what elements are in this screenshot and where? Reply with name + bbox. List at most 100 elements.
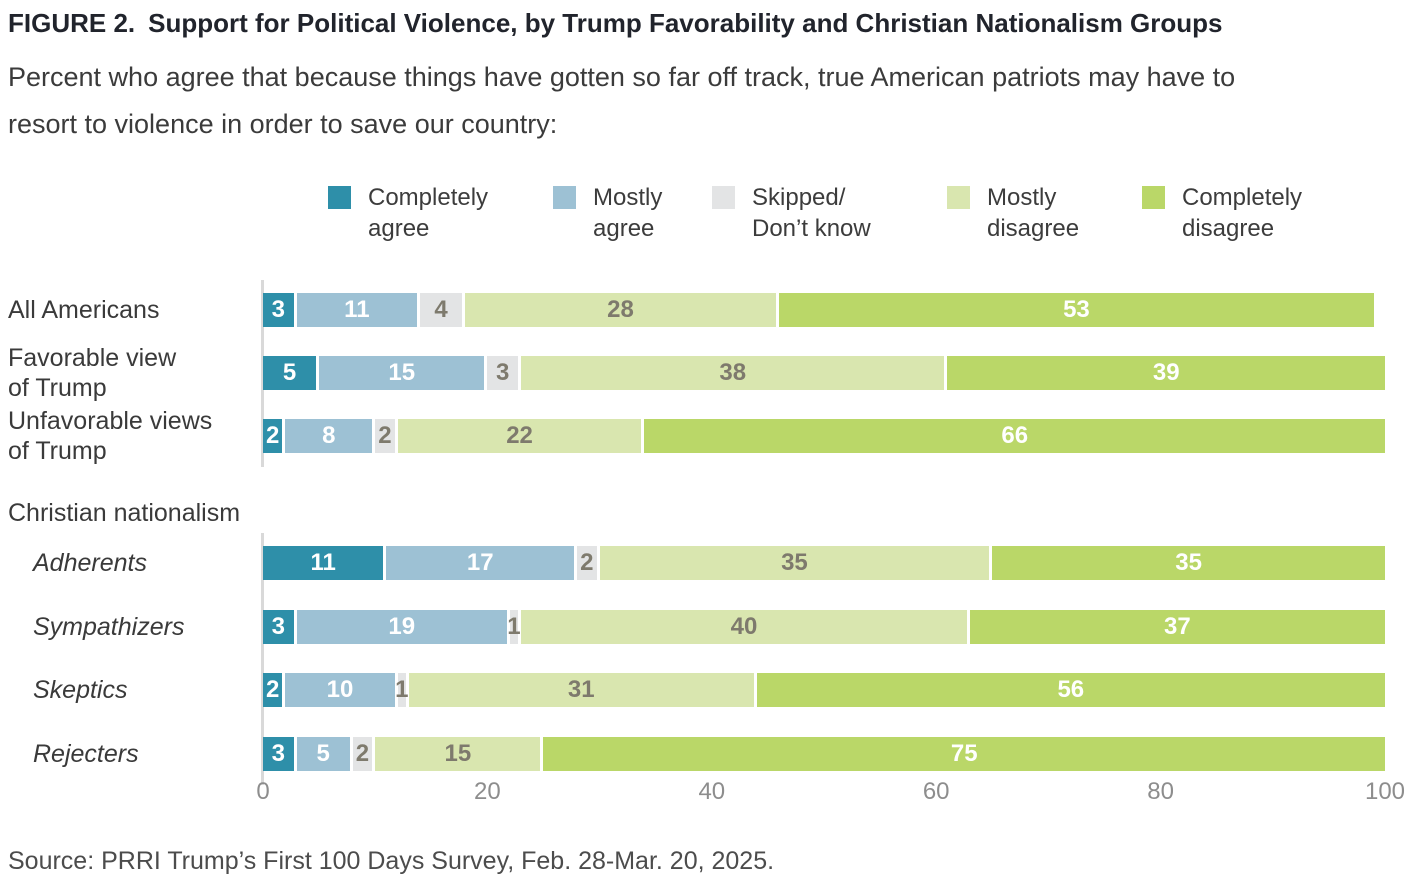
bar-segment: 40 [521, 610, 970, 644]
bar-segment: 8 [285, 419, 376, 453]
bar-segment: 17 [386, 546, 578, 580]
bar-value-label: 19 [388, 613, 416, 640]
legend-item: Mostly agree [553, 184, 662, 244]
bar-segment: 2 [352, 737, 376, 771]
x-axis-tick-label: 80 [1147, 778, 1174, 805]
stacked-bar: 11 17 2 35 35 [263, 546, 1385, 580]
bar-segment: 75 [543, 737, 1385, 771]
bar-value-label: 22 [506, 422, 533, 449]
bar-value-label: 2 [266, 422, 280, 449]
bar-segment: 3 [263, 737, 297, 771]
bar-value-label: 1 [507, 613, 521, 640]
figure-subtitle: Percent who agree that because things ha… [8, 54, 1408, 148]
bar-segment: 4 [420, 293, 465, 327]
stacked-bar: 3 11 4 28 53 [263, 293, 1374, 327]
figure-title: FIGURE 2. Support for Political Violence,… [8, 8, 1223, 39]
x-axis-tick-label: 0 [256, 778, 270, 805]
legend-swatch [712, 186, 735, 209]
legend-item: Skipped/Don’t know [712, 184, 871, 244]
row-label: All Americans [8, 296, 160, 324]
figure-subtitle-line1: Percent who agree that because things ha… [8, 62, 1236, 92]
y-axis-line-top-group [261, 280, 264, 467]
bar-segment: 35 [599, 546, 993, 580]
bar-value-label: 39 [1152, 359, 1180, 386]
row-label: Rejecters [33, 740, 139, 768]
section-header-christian-nationalism: Christian nationalism [8, 499, 241, 527]
bar-segment: 37 [969, 610, 1385, 644]
bar-segment: 15 [319, 356, 488, 390]
bar-segment: 66 [644, 419, 1385, 453]
bar-value-label: 15 [388, 359, 416, 386]
bar-value-label: 1 [395, 676, 409, 703]
legend-label: Skipped/Don’t know [752, 184, 871, 242]
bar-value-label: 66 [1001, 422, 1029, 449]
legend-swatch [328, 186, 351, 209]
bar-value-label: 15 [444, 740, 472, 767]
bar-value-label: 75 [950, 740, 978, 767]
legend-label: Completely disagree [1182, 184, 1303, 242]
bar-value-label: 11 [310, 549, 336, 576]
source-note: Source: PRRI Trump’s First 100 Days Surv… [8, 847, 775, 875]
bar-segment: 2 [263, 419, 286, 453]
bar-segment: 15 [375, 737, 544, 771]
bar-segment: 35 [992, 546, 1385, 580]
bar-value-label: 2 [580, 549, 594, 576]
bar-value-label: 35 [1175, 549, 1202, 576]
bar-segment: 5 [263, 356, 320, 390]
bar-value-label: 56 [1057, 676, 1085, 703]
bar-segment: 1 [395, 673, 409, 707]
figure-number: FIGURE 2. [8, 8, 136, 38]
bar-segment: 11 [296, 293, 421, 327]
bar-segment: 10 [285, 673, 398, 707]
bar-value-label: 2 [378, 422, 392, 449]
bar-value-label: 3 [496, 359, 510, 386]
legend-label: Mostly disagree [987, 184, 1080, 242]
x-axis-tick-label: 100 [1364, 778, 1406, 805]
bar-value-label: 40 [730, 613, 758, 640]
x-axis-tick-label: 20 [474, 778, 501, 805]
bar-value-label: 8 [322, 422, 336, 449]
row-label: Sympathizers [33, 613, 185, 641]
bar-value-label: 3 [271, 296, 285, 323]
stacked-bar: 3 5 2 15 75 [263, 737, 1385, 771]
legend-swatch [553, 186, 576, 209]
bar-segment: 28 [464, 293, 780, 327]
bar-segment: 38 [521, 356, 948, 390]
bar-segment: 22 [397, 419, 645, 453]
figure-title-text: Support for Political Violence, by Trump… [148, 8, 1223, 38]
stacked-bar: 5 15 3 38 39 [263, 356, 1385, 390]
bar-value-label: 5 [316, 740, 330, 767]
bar-value-label: 5 [282, 359, 297, 386]
legend-label: Completely agree [368, 184, 489, 242]
legend-label: Mostly agree [593, 184, 663, 242]
legend-swatch [1142, 186, 1165, 209]
figure-subtitle-line2: resort to violence in order to save our … [8, 109, 558, 139]
bar-segment: 2 [577, 546, 600, 580]
bar-value-label: 2 [266, 676, 280, 703]
bar-segment: 2 [263, 673, 286, 707]
x-axis-tick-label: 60 [922, 778, 950, 805]
row-label: Favorable view of Trump [8, 344, 177, 402]
bar-segment: 3 [263, 610, 297, 644]
bar-value-label: 37 [1164, 613, 1191, 640]
stacked-bar: 2 10 1 31 56 [263, 673, 1385, 707]
bar-value-label: 3 [271, 613, 285, 640]
x-axis-tick-label: 40 [698, 778, 726, 805]
legend-item: Mostly disagree [947, 184, 1079, 244]
stacked-bar: 2 8 2 22 66 [263, 419, 1385, 453]
row-label: Unfavorable views of Trump [8, 407, 213, 465]
bar-value-label: 3 [271, 740, 285, 767]
bar-segment: 53 [779, 293, 1374, 327]
bar-value-label: 35 [781, 549, 808, 576]
bar-value-label: 38 [719, 359, 747, 386]
bar-value-label: 17 [466, 549, 494, 576]
bar-segment: 31 [408, 673, 757, 707]
bar-value-label: 31 [567, 676, 595, 703]
bar-segment: 19 [296, 610, 510, 644]
bar-segment: 11 [263, 546, 387, 580]
row-label: Skeptics [33, 676, 128, 704]
legend-item: Completely agree [328, 184, 488, 244]
bar-value-label: 4 [434, 296, 448, 323]
bar-value-label: 53 [1063, 296, 1090, 323]
row-label: Adherents [33, 549, 147, 577]
